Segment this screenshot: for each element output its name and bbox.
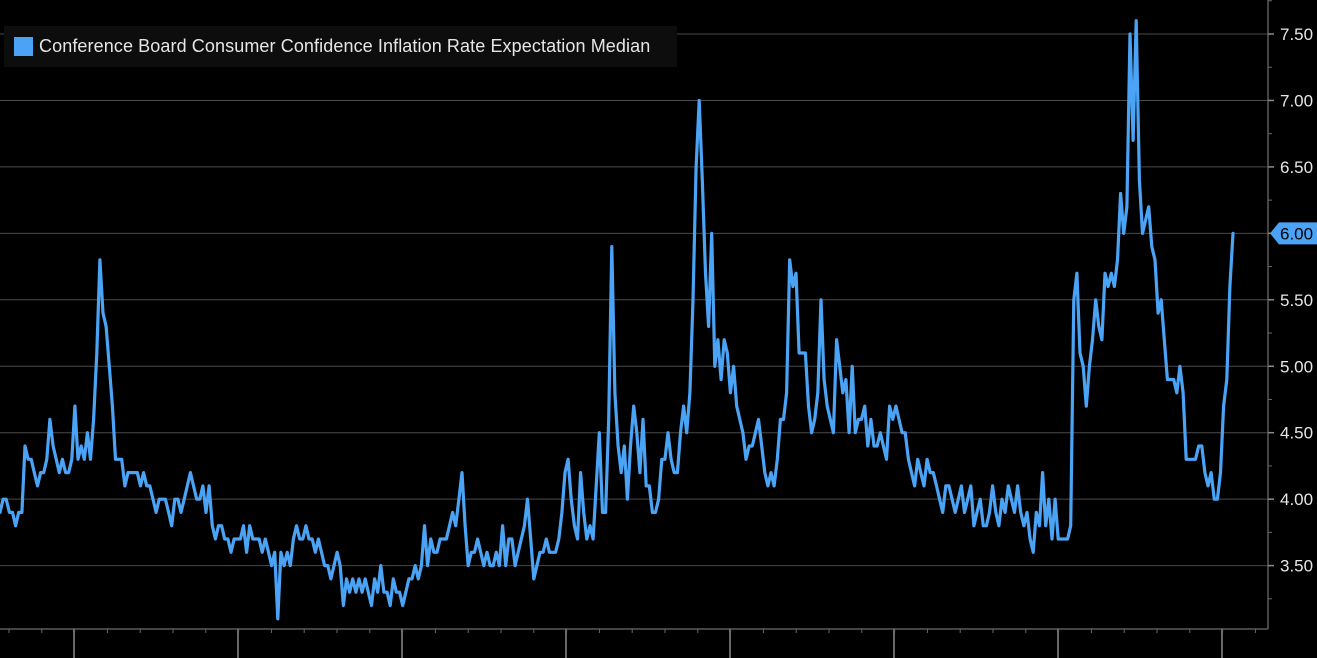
x-tick-label: 2020-2024 <box>1099 656 1181 658</box>
x-tick-label: 1995-1999 <box>279 656 360 658</box>
legend-label: Conference Board Consumer Confidence Inf… <box>39 36 651 56</box>
y-tick-label: 7.50 <box>1280 25 1313 44</box>
y-tick-label: 5.00 <box>1280 357 1313 376</box>
x-tick-label: 2000-2004 <box>443 656 525 658</box>
x-tick-label: 2010-2014 <box>771 656 853 658</box>
y-tick-label: 3.50 <box>1280 557 1313 576</box>
legend: Conference Board Consumer Confidence Inf… <box>4 26 677 67</box>
x-tick-label: 2005-2009 <box>607 656 688 658</box>
x-tick-label: 2015-2019 <box>935 656 1016 658</box>
y-tick-label: 4.00 <box>1280 490 1313 509</box>
x-tick-label: 1990-1994 <box>115 656 197 658</box>
y-tick-label: 6.50 <box>1280 158 1313 177</box>
y-tick-label: 7.00 <box>1280 91 1313 110</box>
last-value-label: 6.00 <box>1280 224 1313 243</box>
legend-swatch <box>14 37 33 56</box>
series-line-inflation-expectation <box>0 19 1235 621</box>
x-axis-ticks: 1990-1994 1995-1999 2000-2004 2005-2009 2010… <box>8 629 1256 658</box>
last-value-badge: 6.00 <box>1270 222 1317 245</box>
y-tick-label: 5.50 <box>1280 291 1313 310</box>
last-value-badge-shape <box>1270 222 1317 245</box>
y-tick-label: 4.50 <box>1280 424 1313 443</box>
